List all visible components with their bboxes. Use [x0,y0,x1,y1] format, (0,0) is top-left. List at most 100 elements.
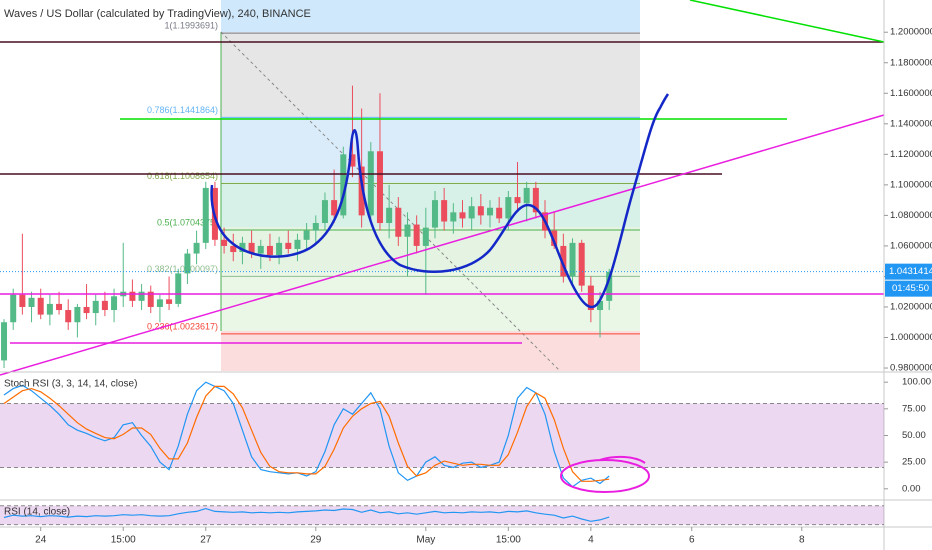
y-tick-label: 1.0800000 [890,210,932,221]
candle-body [431,200,438,228]
fib-label: 1(1.1993691) [164,21,218,31]
candle-body [459,212,466,219]
candle-body [138,291,145,301]
fib-zone [221,331,640,371]
candle-body [239,242,246,253]
fib-label: 0.236(1.0023617) [147,321,218,331]
y-tick-label: 1.2000000 [890,27,932,38]
y-tick-label: 1.1600000 [890,88,932,99]
candle-body [83,306,90,314]
candle-body [340,154,347,216]
indicators [0,381,884,526]
fib-label: 0.786(1.1441864) [147,105,218,115]
candle-body [395,207,402,237]
indicator-title: Stoch RSI (3, 3, 14, 14, close) [4,379,137,390]
y-tick-label: 50.00 [902,430,926,441]
candle-body [578,242,585,286]
y-tick-label: 1.0200000 [890,301,932,312]
candle-body [386,207,393,224]
candle-body [65,310,72,323]
y-tick-label: 100.00 [902,377,931,388]
freehand-curve [210,93,670,309]
fib-label: 0.618(1.1008654) [147,171,218,181]
candle-body [166,299,173,304]
y-tick-label: 1.0600000 [890,240,932,251]
price-tag [885,263,932,280]
fib-zone [221,32,640,117]
candle-body [56,303,63,311]
candle-body [175,273,182,304]
fib-zone [221,0,640,32]
candle-body [202,187,209,243]
candle-body [551,230,558,246]
candle-body [349,154,356,167]
x-tick-label: 6 [689,535,695,546]
candle-body [514,197,521,204]
candle-body [184,253,191,274]
candle-body [404,224,411,237]
candle-body [569,242,576,277]
candle-body [376,151,383,224]
candle-body [312,223,319,231]
candle-body [111,296,118,311]
indicator-line [3,385,610,482]
candle-body [37,297,44,315]
candle-body [477,206,484,216]
candle-body [450,212,457,222]
candle-body [129,291,136,301]
x-tick-label: 8 [799,535,805,546]
candle-body [294,239,301,249]
candle-body [257,245,264,254]
candle-body [28,297,35,307]
candle-body [487,207,494,216]
fib-label: 0.5(1.0704375) [157,217,218,227]
candle-body [422,227,429,246]
price-tag-label: 1.0431414 [889,266,932,277]
candle-body [303,230,310,240]
y-tick-label: 1.0000000 [890,332,932,343]
trend-line [689,0,885,43]
x-tick-label: 15:00 [111,535,136,546]
x-tick-label: 15:00 [496,535,521,546]
indicator-line [3,507,610,522]
x-tick-label: 24 [35,535,47,546]
candle-body [19,294,26,307]
candle-body [10,294,17,323]
y-tick-label: 1.1000000 [890,179,932,190]
y-tick-label: 0.00 [902,483,921,494]
y-tick-label: 1.1200000 [890,149,932,160]
drawings-over [0,0,885,376]
candle-body [413,224,420,246]
candle-body [46,303,53,315]
fib-label: 0.382(1.0400097) [147,264,218,274]
highlight-ellipse [560,459,650,493]
candle-body [193,242,200,254]
chart-title: Waves / US Dollar (calculated by Trading… [4,8,311,20]
y-tick-label: 25.00 [902,457,926,468]
candle-body [321,200,328,224]
candle-body [221,239,228,246]
candle-body [587,285,594,311]
band [0,403,884,468]
candle-body [276,242,283,256]
candle-body [74,306,81,323]
candle-body [468,206,475,219]
y-tick-label: 1.1800000 [890,57,932,68]
y-tick-label: 0.9800000 [890,363,932,374]
fib-zone [221,117,640,182]
candle-body [532,187,539,213]
countdown-tag [885,280,932,297]
y-tick-label: 75.00 [902,403,926,414]
candle-body [367,151,374,216]
drawings-under [220,0,640,372]
candle-body [606,271,613,301]
highlight-stroke [599,455,646,464]
candle-body [358,166,365,216]
candle-body [523,187,530,204]
indicator-title: RSI (14, close) [4,507,70,518]
trend-line [0,114,885,376]
candle-body [597,300,604,311]
band [0,505,884,525]
